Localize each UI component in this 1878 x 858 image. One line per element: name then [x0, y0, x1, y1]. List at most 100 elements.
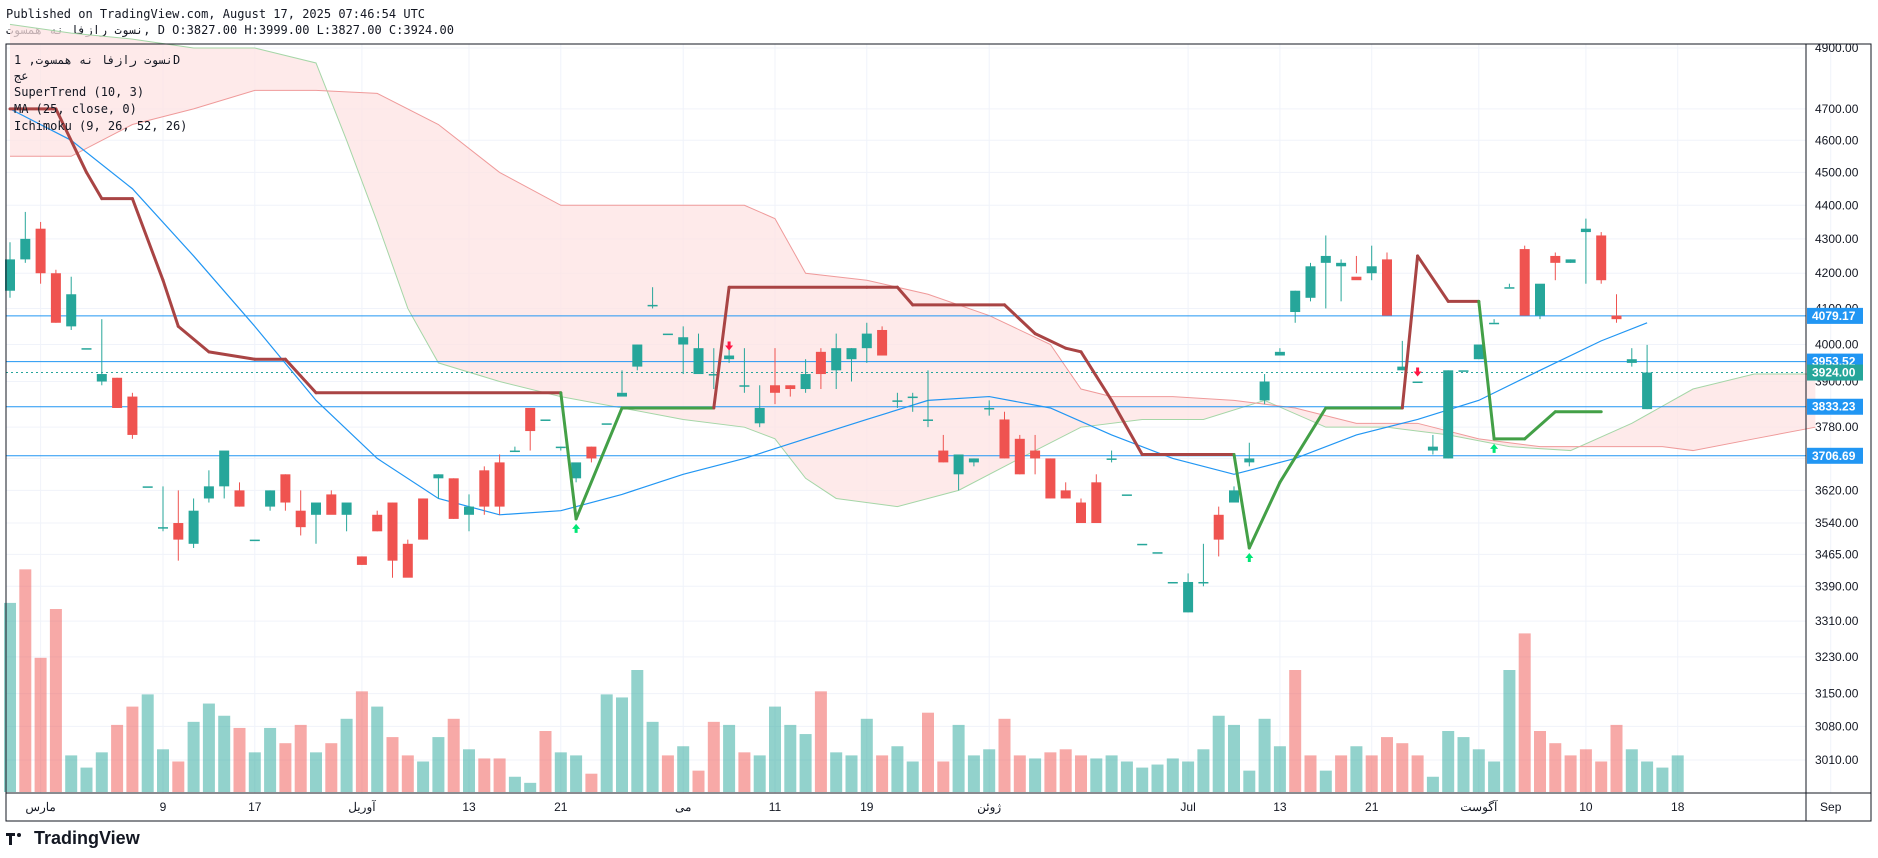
candle	[188, 498, 199, 549]
candle	[1519, 245, 1530, 316]
candle-body	[770, 385, 780, 393]
legend-ichimoku[interactable]: Ichimoku (9, 26, 52, 26)	[14, 119, 187, 133]
volume-bar	[891, 746, 904, 792]
candle	[249, 539, 260, 542]
volume-bar	[1381, 737, 1393, 792]
supertrend-segment	[1523, 410, 1557, 441]
volume-bar	[80, 767, 93, 792]
candle	[1320, 235, 1331, 309]
candle	[1473, 344, 1484, 360]
date-tick-label: 10	[1579, 800, 1593, 814]
candle-body	[1611, 315, 1622, 320]
candle-body	[846, 348, 857, 360]
volume-bar	[447, 718, 460, 792]
candle	[433, 474, 444, 499]
candle-body	[20, 238, 31, 260]
volume-bar	[860, 718, 873, 792]
price-tick-label: 3150.00	[1815, 687, 1859, 701]
supertrend-segment	[283, 357, 318, 395]
volume-bar	[723, 724, 736, 792]
volume-bar	[401, 755, 414, 792]
candle	[5, 242, 15, 298]
volume-bar	[187, 721, 200, 792]
price-tick-label: 4500.00	[1815, 165, 1859, 179]
candle	[142, 486, 153, 488]
candle	[1366, 245, 1377, 281]
candle-body	[173, 523, 184, 540]
candle-body	[5, 259, 15, 291]
supertrend-segment	[1416, 254, 1450, 303]
candle	[877, 326, 888, 356]
volume-bar	[1319, 770, 1332, 792]
volume-bar	[1243, 770, 1256, 792]
volume-bar	[1426, 776, 1439, 792]
cloud-span-a	[9, 23, 1816, 508]
candle	[831, 333, 842, 390]
candle	[678, 326, 689, 375]
candle-body	[1060, 490, 1071, 499]
legend-supertrend[interactable]: SuperTrend (10, 3)	[14, 85, 144, 99]
candle-body	[923, 419, 933, 421]
candle-body	[1443, 370, 1454, 459]
date-axis[interactable]: مارس 9 17 آوریل 13 21 می 11 19 ژوئن Jul 13 21 آگوست 10…	[25, 799, 1841, 814]
volume-bar	[922, 712, 934, 792]
candle	[953, 454, 964, 491]
candle-body	[295, 510, 306, 528]
candle-body	[815, 351, 826, 375]
volume-bar	[202, 703, 215, 792]
candle-body	[1550, 255, 1561, 263]
volume-bar	[218, 715, 231, 792]
moving-average	[9, 108, 1648, 516]
candle-body	[1045, 458, 1056, 499]
chart-header: Published on TradingView.com, August 17,…	[6, 6, 454, 38]
price-tag	[1807, 364, 1863, 381]
volume-bar	[677, 746, 690, 792]
candle-body	[1229, 490, 1239, 503]
volume-bar	[264, 727, 277, 792]
legend-ma[interactable]: MA (25, close, 0)	[14, 102, 137, 116]
supertrend-segment	[1477, 299, 1496, 441]
volume-bar	[111, 724, 124, 792]
cloud-area	[10, 24, 1816, 507]
volume-bar	[784, 724, 797, 792]
volume-bar	[95, 752, 108, 792]
volume-bar	[585, 773, 598, 792]
cloud-span-b	[10, 89, 1816, 452]
candle-body	[433, 474, 444, 479]
candle-body	[494, 462, 505, 507]
price-axis[interactable]: 4900.00 4700.00 4600.00 4500.00 4400.00 4300.…	[1815, 41, 1859, 767]
volume-bar	[998, 718, 1011, 792]
candle	[418, 498, 429, 540]
date-tick-label: 17	[248, 800, 262, 814]
candle	[311, 502, 321, 544]
candle	[356, 556, 367, 565]
candle	[387, 502, 398, 578]
candle	[234, 482, 245, 507]
volume-bar	[340, 718, 353, 792]
volume-bar	[1625, 749, 1638, 792]
buy-signal-arrow	[1490, 443, 1499, 453]
volume-bar	[983, 749, 996, 792]
volume-bar	[1534, 731, 1546, 792]
candle	[1397, 340, 1408, 371]
candle-body	[877, 329, 888, 356]
volume-bar	[19, 569, 32, 792]
volume-bar	[1579, 749, 1592, 792]
candle	[280, 474, 291, 511]
volume-bar	[371, 706, 384, 792]
price-tick-label: 4300.00	[1815, 232, 1859, 246]
candle	[1167, 581, 1178, 584]
candle-body	[800, 374, 811, 390]
candle	[509, 446, 520, 453]
candle	[341, 502, 352, 532]
candle	[892, 392, 903, 408]
candle	[1045, 458, 1056, 499]
candle-body	[112, 377, 123, 408]
volume-bar	[355, 691, 368, 792]
candle	[158, 486, 168, 532]
tradingview-logo[interactable]: TradingView	[6, 828, 140, 849]
volume-bar	[738, 752, 751, 792]
volume-bar	[631, 670, 644, 792]
candle-body	[1458, 370, 1469, 372]
